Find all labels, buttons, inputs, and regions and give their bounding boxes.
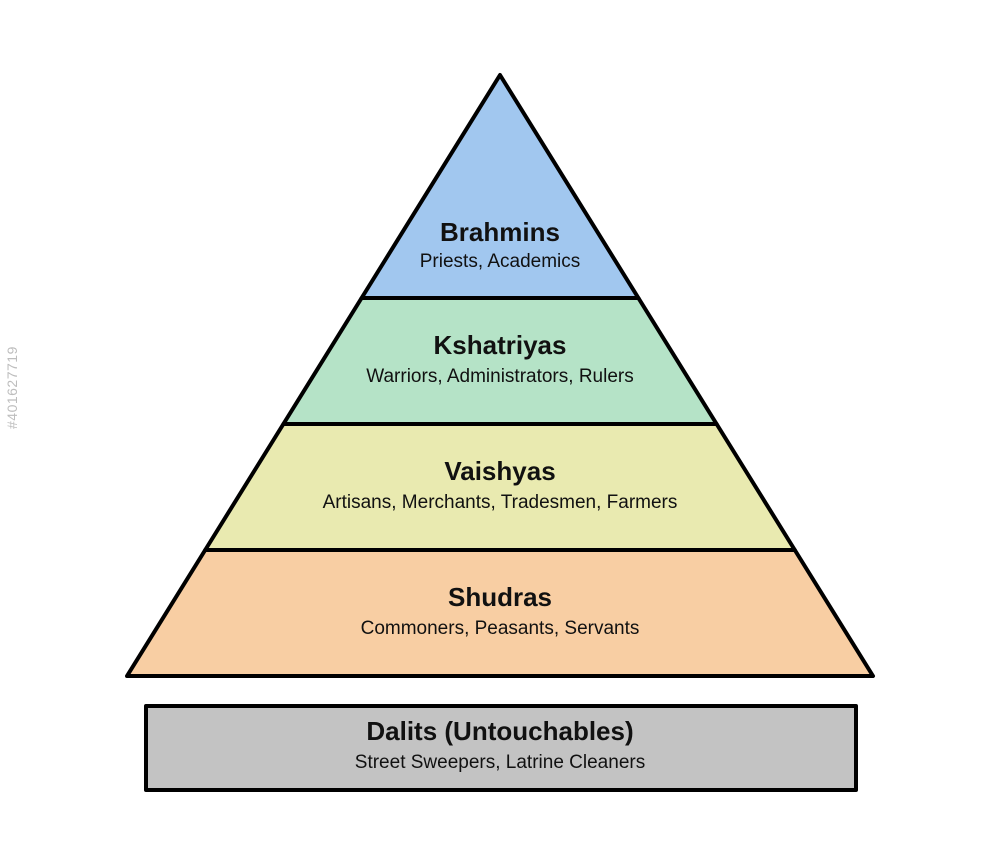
diagram-stage: Brahmins Priests, Academics Kshatriyas W… — [0, 0, 1000, 857]
pyramid-level-4 — [127, 550, 873, 676]
pyramid-svg — [0, 0, 1000, 857]
pyramid-level-2 — [283, 298, 716, 424]
pyramid-level-3 — [205, 424, 795, 550]
footer-box — [146, 706, 856, 790]
watermark-text: #401627719 — [4, 346, 20, 429]
pyramid-level-1 — [362, 75, 639, 298]
